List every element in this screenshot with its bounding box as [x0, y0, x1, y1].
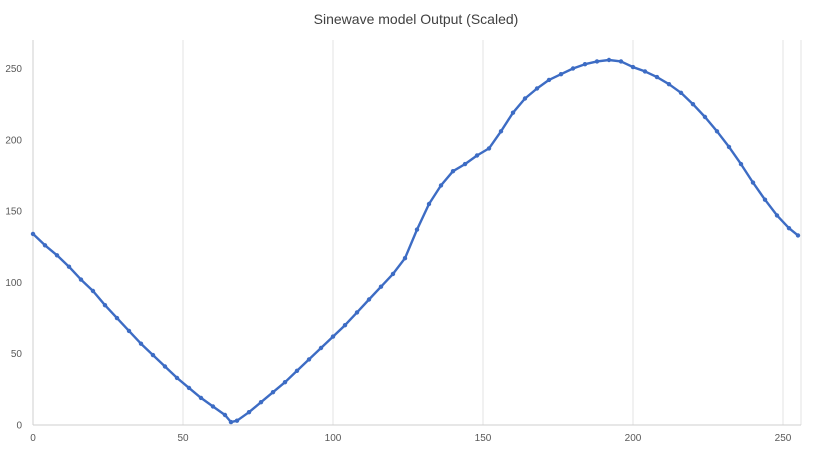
- data-point: [642, 69, 648, 74]
- data-point: [306, 357, 312, 362]
- y-tick-label-50: 50: [11, 349, 23, 360]
- data-point: [714, 129, 720, 134]
- x-tick-label-50: 50: [177, 433, 189, 444]
- data-point: [270, 390, 276, 395]
- x-tick-label-0: 0: [30, 433, 36, 444]
- data-point: [258, 400, 264, 405]
- data-point: [102, 303, 108, 308]
- x-tick-label-250: 250: [775, 433, 792, 444]
- data-point: [534, 86, 540, 91]
- data-point: [510, 110, 516, 115]
- data-point: [162, 364, 168, 369]
- x-tick-label-150: 150: [475, 433, 492, 444]
- data-point: [450, 169, 456, 174]
- x-tick-label-100: 100: [325, 433, 342, 444]
- data-point: [222, 412, 228, 418]
- series: [30, 57, 801, 425]
- data-point: [570, 66, 576, 71]
- data-point: [294, 368, 300, 373]
- data-point: [354, 310, 360, 315]
- data-point: [774, 213, 780, 218]
- data-point: [426, 201, 432, 207]
- data-point: [378, 284, 384, 289]
- data-point: [186, 385, 192, 391]
- data-point: [42, 243, 48, 248]
- data-point: [546, 77, 552, 83]
- data-point: [786, 226, 792, 231]
- data-point: [630, 64, 636, 70]
- data-point: [498, 129, 504, 134]
- data-point: [462, 161, 468, 167]
- data-point: [234, 418, 240, 423]
- data-point: [210, 404, 216, 409]
- data-point: [474, 153, 480, 158]
- data-point: [198, 395, 204, 401]
- data-point: [654, 74, 660, 80]
- data-point: [738, 161, 744, 167]
- data-point: [246, 410, 252, 415]
- data-point: [666, 82, 672, 87]
- data-point: [486, 146, 492, 151]
- data-point: [582, 61, 588, 67]
- data-point: [678, 90, 684, 96]
- data-point: [342, 323, 348, 328]
- data-point: [390, 271, 396, 277]
- data-point: [66, 264, 72, 269]
- data-point: [558, 72, 564, 77]
- data-point: [414, 227, 420, 232]
- data-point: [750, 180, 756, 185]
- data-point: [726, 144, 732, 150]
- data-point: [606, 57, 612, 63]
- gridlines: [182, 40, 802, 425]
- data-point: [522, 96, 528, 101]
- y-tick-label-100: 100: [5, 278, 22, 289]
- data-point: [228, 419, 234, 425]
- series-line-0: [31, 58, 800, 424]
- y-tick-label-0: 0: [16, 421, 22, 432]
- data-point: [330, 334, 336, 339]
- y-tick-label-250: 250: [5, 64, 22, 75]
- data-point: [594, 59, 600, 64]
- data-point: [438, 183, 444, 188]
- chart-title: Sinewave model Output (Scaled): [314, 11, 519, 27]
- data-point: [618, 59, 624, 64]
- data-point: [318, 345, 324, 351]
- data-point: [30, 231, 36, 237]
- data-point: [90, 288, 96, 294]
- data-point: [762, 197, 768, 202]
- data-point: [54, 253, 60, 258]
- tick-labels: 0 50 100 150 200 250 0 50 100 150 200 250: [5, 64, 791, 444]
- data-point: [366, 297, 372, 302]
- data-point: [795, 233, 801, 238]
- data-point: [174, 375, 180, 381]
- data-point: [126, 328, 132, 334]
- y-tick-label-200: 200: [5, 135, 22, 146]
- data-point: [150, 352, 156, 358]
- data-point: [78, 277, 84, 282]
- data-point: [138, 341, 144, 346]
- x-tick-label-200: 200: [625, 433, 642, 444]
- data-point: [402, 256, 408, 261]
- y-tick-label-150: 150: [5, 207, 22, 218]
- data-point: [114, 315, 120, 321]
- data-point: [282, 380, 288, 385]
- data-point: [702, 114, 708, 120]
- data-point: [690, 102, 696, 107]
